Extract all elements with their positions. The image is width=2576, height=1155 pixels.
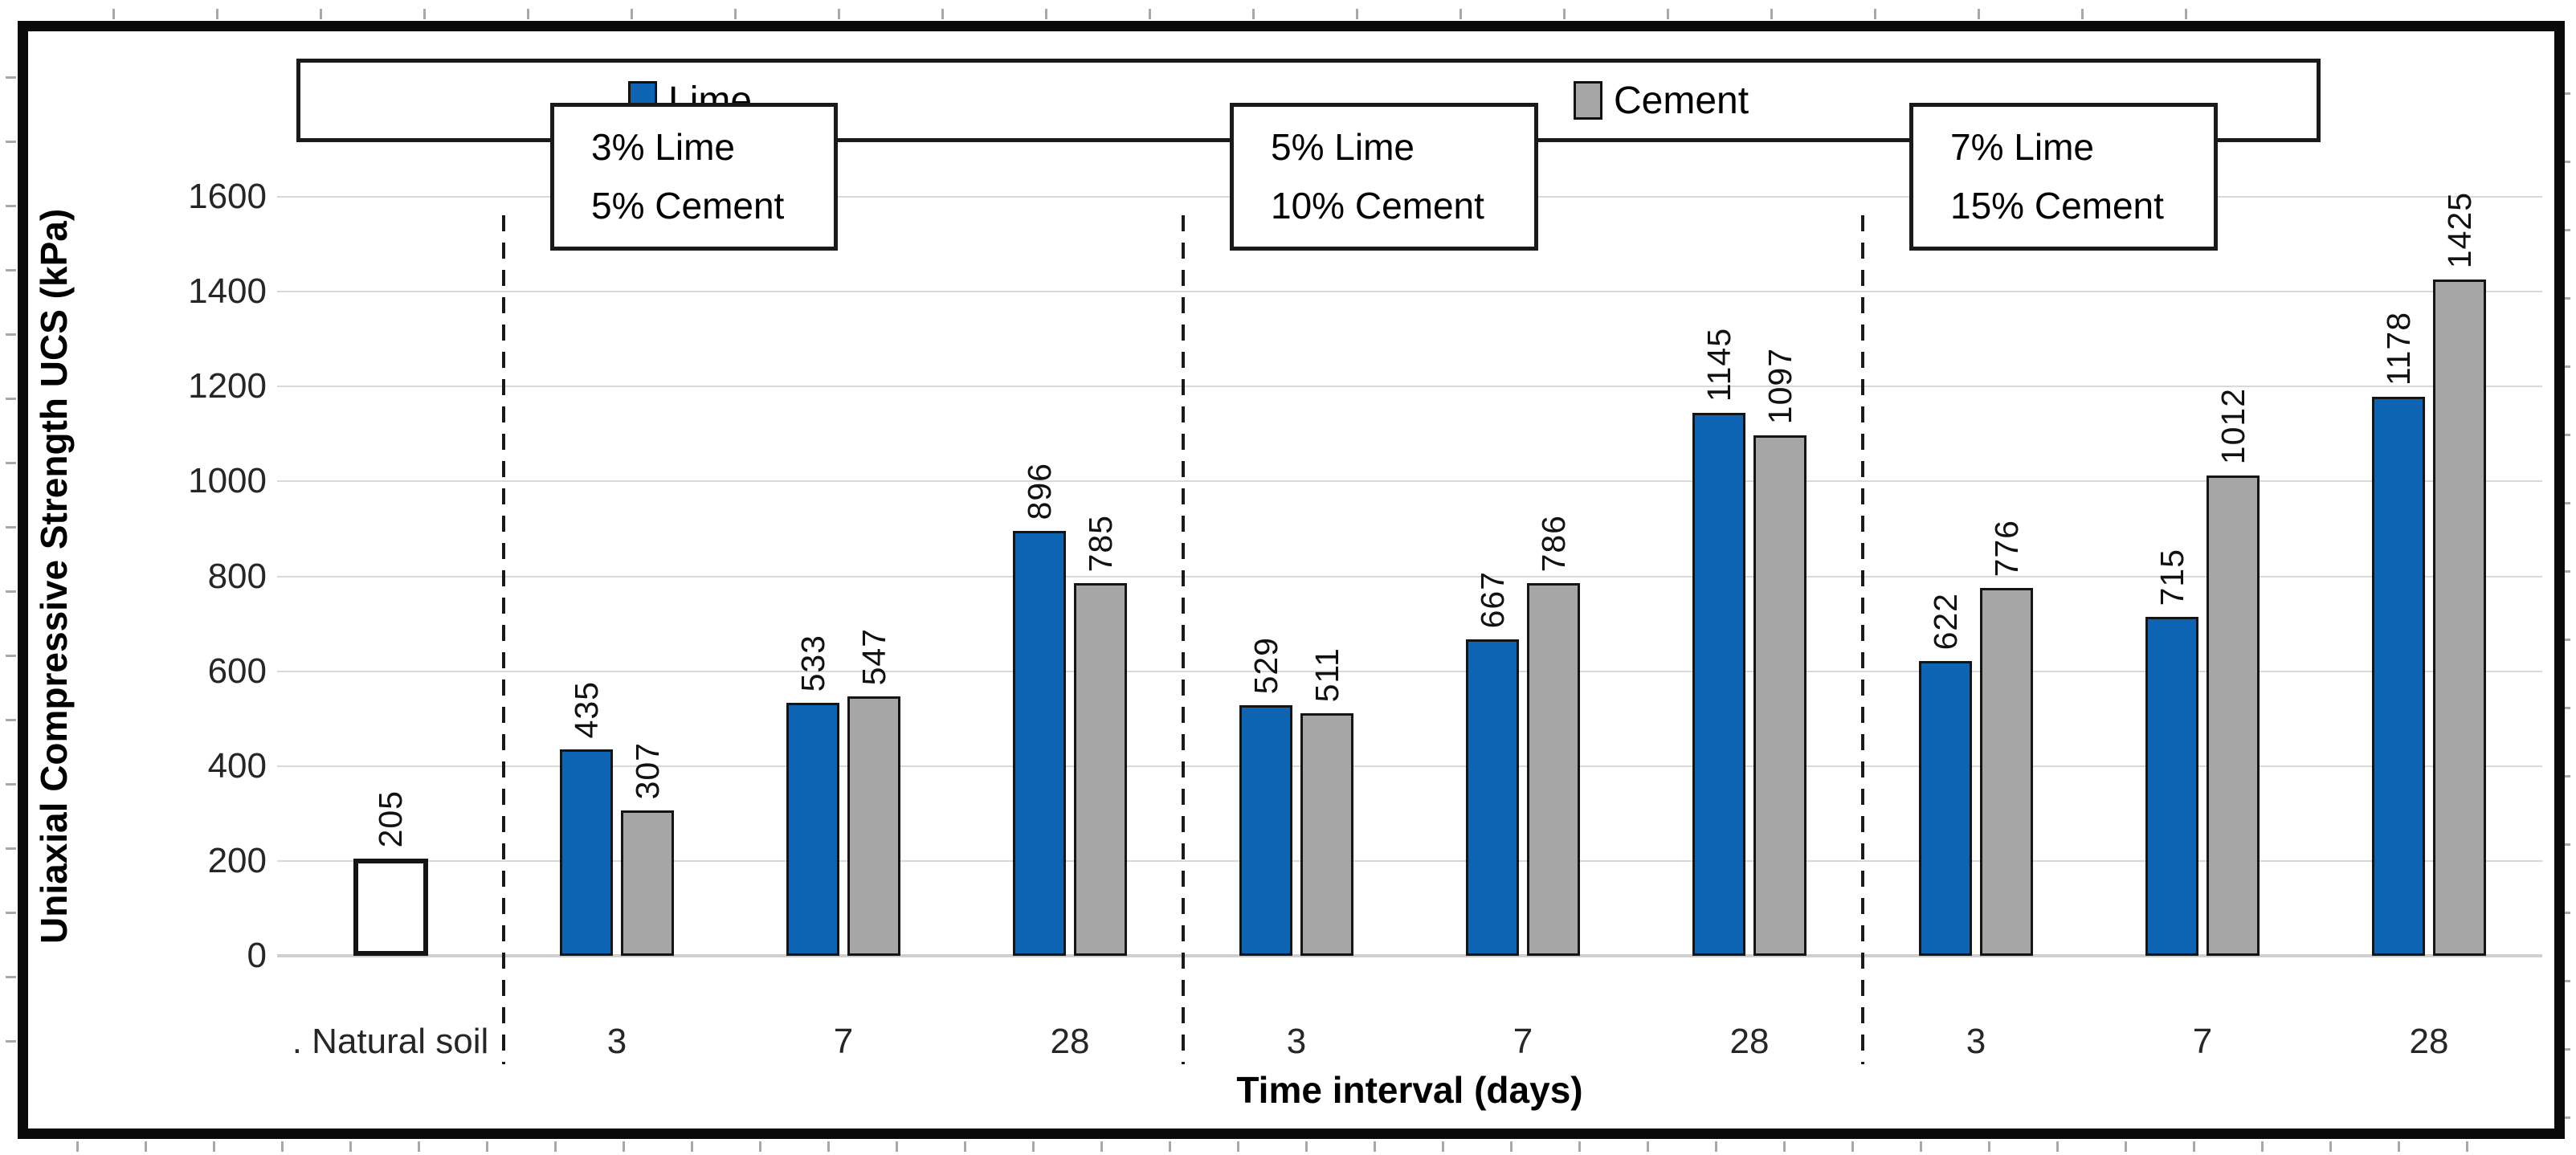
y-tick-label: 400	[207, 745, 267, 786]
y-tick-label: 1600	[188, 177, 267, 216]
x-tick-label: 28	[1050, 1022, 1090, 1061]
bar	[2145, 617, 2198, 956]
group-label-line: 5% Cement	[591, 185, 785, 227]
cement-legend-swatch	[1574, 81, 1602, 120]
grid-line	[277, 765, 2542, 767]
y-tick-label: 200	[207, 840, 267, 880]
x-tick-label: 7	[2192, 1022, 2213, 1061]
group-label-line: 15% Cement	[1950, 185, 2164, 227]
y-tick-label: 800	[207, 556, 267, 596]
bar	[1300, 713, 1353, 956]
bar-value-label: 1145	[1700, 327, 1737, 402]
bar	[1074, 583, 1127, 956]
y-tick-label: 0	[247, 936, 267, 975]
bar-value-label: 776	[1988, 519, 2025, 577]
x-tick-label: . Natural soil	[292, 1022, 489, 1061]
x-axis-title: Time interval (days)	[1236, 1069, 1583, 1111]
bar-value-label: 205	[372, 790, 409, 847]
bar	[1692, 413, 1745, 956]
x-tick-label: 7	[1513, 1022, 1533, 1061]
group-label-box: 7% Lime 15% Cement	[1909, 103, 2218, 251]
legend-item-cement: Cement	[1574, 63, 1749, 138]
group-separator	[1182, 215, 1185, 1064]
bar-value-label: 307	[629, 741, 666, 799]
bar	[2433, 280, 2486, 956]
grid-line	[277, 386, 2542, 388]
bar-value-label: 785	[1082, 514, 1119, 572]
bar	[786, 703, 839, 956]
x-tick-label: 3	[606, 1022, 627, 1061]
grid-line	[277, 575, 2542, 578]
group-separator	[502, 215, 505, 1064]
bar	[2207, 475, 2260, 956]
bar	[560, 749, 613, 956]
grid-line	[277, 859, 2542, 862]
natural-soil-bar	[353, 859, 428, 956]
y-tick-label: 1200	[188, 366, 267, 406]
bar-value-label: 622	[1927, 592, 1964, 650]
grid-line	[277, 670, 2542, 672]
bar-value-label: 529	[1247, 636, 1284, 694]
bar	[1013, 531, 1066, 956]
bar-value-label: 435	[568, 680, 605, 738]
group-label-box: 3% Lime 5% Cement	[550, 103, 839, 251]
bar-value-label: 896	[1021, 462, 1058, 520]
bar	[1527, 583, 1580, 956]
x-tick-label: 3	[1966, 1022, 1986, 1061]
bar	[1239, 705, 1292, 956]
bar	[1980, 588, 2033, 956]
group-separator	[1861, 215, 1864, 1064]
group-label-line: 7% Lime	[1950, 126, 2094, 168]
bar	[621, 810, 674, 956]
x-tick-label: 28	[1729, 1022, 1770, 1061]
bar	[847, 696, 900, 956]
bar-value-label: 511	[1308, 647, 1345, 702]
x-tick-label: 3	[1286, 1022, 1307, 1061]
grid-line	[277, 480, 2542, 483]
group-label-line: 10% Cement	[1271, 185, 1484, 227]
y-tick-label: 1000	[188, 461, 267, 501]
bar-value-label: 1425	[2441, 191, 2478, 268]
bar-value-label: 667	[1474, 570, 1511, 628]
bar-value-label: 533	[794, 634, 831, 692]
bar-value-label: 547	[855, 627, 892, 685]
bar-value-label: 1097	[1762, 347, 1798, 424]
bar	[1919, 661, 1972, 956]
bar-value-label: 1178	[2380, 311, 2417, 386]
bar	[1466, 639, 1519, 956]
group-label-line: 5% Lime	[1271, 126, 1415, 168]
group-label-box: 5% Lime 10% Cement	[1230, 103, 1538, 251]
y-tick-label: 1400	[188, 271, 267, 312]
legend-label-cement: Cement	[1614, 79, 1749, 122]
grid-line	[277, 291, 2542, 293]
x-tick-label: 7	[833, 1022, 854, 1061]
y-tick-label: 600	[207, 651, 267, 691]
bar-value-label: 715	[2153, 548, 2190, 606]
bar	[2372, 397, 2425, 956]
x-axis-line	[277, 954, 2542, 957]
bar-value-label: 1012	[2215, 387, 2251, 464]
group-label-line: 3% Lime	[591, 126, 735, 168]
bar-value-label: 786	[1535, 514, 1572, 572]
x-tick-label: 28	[2409, 1022, 2449, 1061]
bar	[1753, 435, 1806, 956]
